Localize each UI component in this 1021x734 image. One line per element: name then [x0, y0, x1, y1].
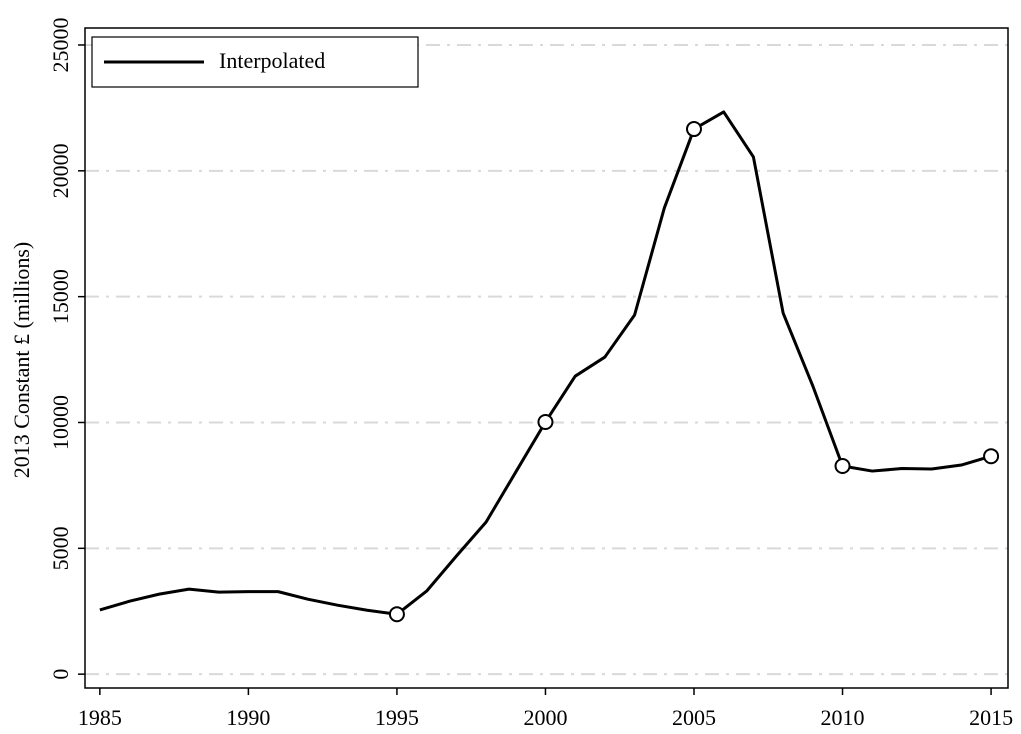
- x-tick-label: 1990: [226, 705, 270, 730]
- y-tick-label: 20000: [48, 143, 73, 198]
- legend-label: Interpolated: [219, 48, 325, 73]
- x-tick-label: 2005: [672, 705, 716, 730]
- plot-frame: [84, 27, 1009, 689]
- marker: [388, 606, 405, 623]
- y-tick-label: 25000: [48, 17, 73, 72]
- x-tick-label: 1985: [78, 705, 122, 730]
- x-tick-label: 1995: [375, 705, 419, 730]
- y-tick-label: 10000: [48, 395, 73, 450]
- x-tick-label: 2010: [821, 705, 865, 730]
- y-axis-label: 2013 Constant £ (millions): [9, 242, 34, 479]
- x-tick-label: 2015: [969, 705, 1013, 730]
- x-tick-label: 2000: [523, 705, 567, 730]
- y-tick-label: 5000: [48, 526, 73, 570]
- y-tick-label: 15000: [48, 269, 73, 324]
- marker: [834, 458, 851, 475]
- marker: [983, 448, 1000, 465]
- y-tick-label: 0: [48, 669, 73, 680]
- marker: [685, 121, 702, 138]
- line: [99, 110, 992, 616]
- marker: [537, 413, 554, 430]
